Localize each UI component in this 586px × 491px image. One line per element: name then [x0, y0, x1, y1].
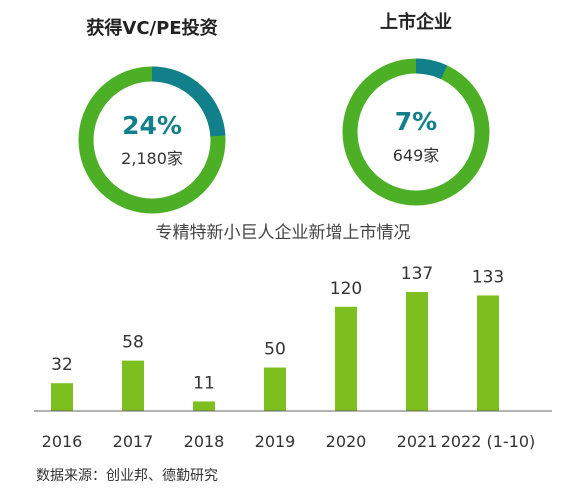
bar-2019 [264, 367, 286, 411]
bar-value-label-2020: 120 [330, 279, 362, 299]
bar-2021 [406, 292, 428, 411]
bar-value-label-2017: 58 [122, 333, 144, 353]
bar-2017 [122, 360, 144, 411]
x-tick-label-2021: 2021 [397, 432, 438, 451]
donut-vc-pe-title: 获得VC/PE投资 [86, 17, 217, 39]
donut-vc-pe-percent: 24% [122, 111, 182, 140]
source-note: 数据来源：创业邦、德勤研究 [36, 468, 218, 484]
donut-vc-pe: 获得VC/PE投资 24% 2,180家 [78, 17, 226, 214]
x-tick-label-2017: 2017 [113, 432, 154, 451]
x-tick-label-2019: 2019 [255, 432, 296, 451]
bar-2018 [193, 401, 215, 411]
x-tick-label-2022 (1-10): 2022 (1-10) [441, 432, 536, 451]
bar-2022 (1-10) [477, 295, 499, 411]
donut-listed-title: 上市企业 [380, 11, 452, 33]
bar-chart-title: 专精特新小巨人企业新增上市情况 [156, 223, 411, 243]
bar-value-label-2018: 11 [193, 373, 215, 393]
donut-vc-pe-arc [151, 66, 226, 137]
bar-value-label-2022 (1-10): 133 [472, 267, 504, 287]
bar-value-label-2016: 32 [51, 355, 73, 375]
donut-listed-arc [415, 58, 448, 80]
bar-value-label-2021: 137 [401, 264, 433, 284]
bar-2016 [51, 383, 73, 411]
bar-2020 [335, 306, 357, 411]
donut-listed: 上市企业 7% 649家 [342, 11, 490, 206]
bar-chart: 32 2016 58 2017 11 2018 50 2019 120 2020 137 2021 13… [42, 264, 536, 451]
donut-vc-pe-count: 2,180家 [121, 149, 183, 168]
x-tick-label-2018: 2018 [184, 432, 225, 451]
x-tick-label-2016: 2016 [42, 432, 83, 451]
x-tick-label-2020: 2020 [326, 432, 367, 451]
donut-listed-count: 649家 [393, 146, 440, 165]
bar-value-label-2019: 50 [264, 340, 286, 360]
donut-listed-percent: 7% [395, 107, 437, 136]
